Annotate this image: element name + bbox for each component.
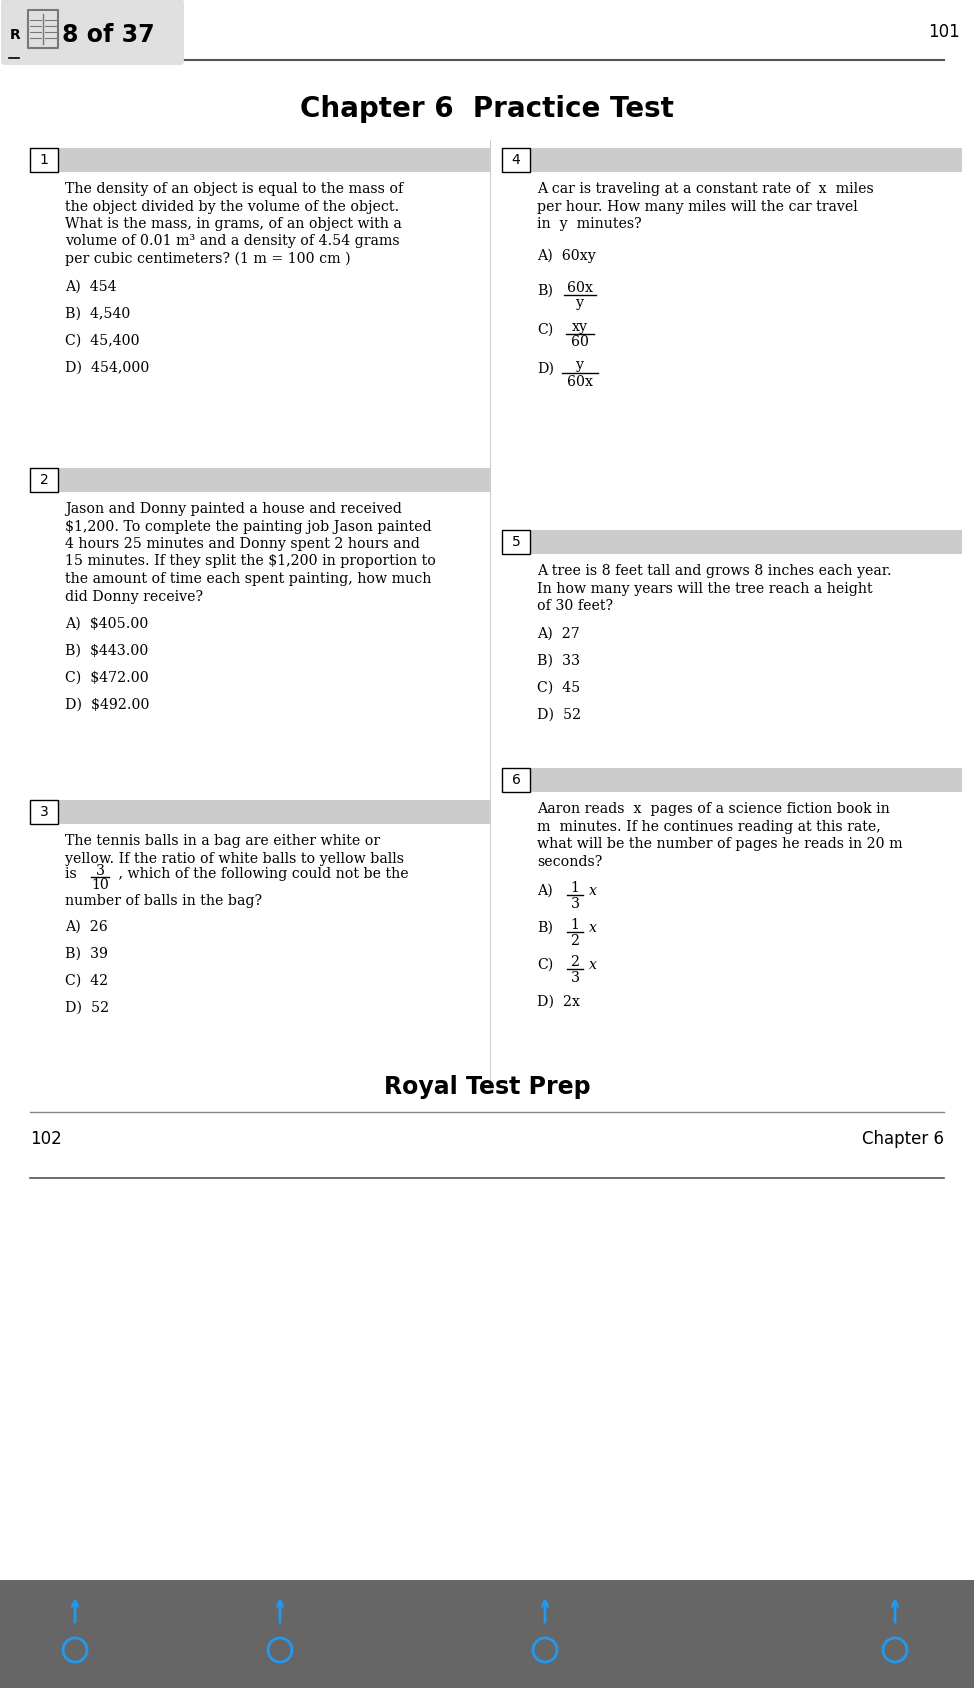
Text: the object divided by the volume of the object.: the object divided by the volume of the … — [65, 199, 399, 213]
Text: Royal Test Prep: Royal Test Prep — [384, 1075, 590, 1099]
Text: 15 minutes. If they split the $1,200 in proportion to: 15 minutes. If they split the $1,200 in … — [65, 554, 436, 569]
Text: B): B) — [537, 922, 553, 935]
Bar — [0, 1117, 974, 1183]
Text: B): B) — [537, 284, 553, 297]
Text: R: R — [10, 29, 20, 42]
Text: A)  60xy: A) 60xy — [537, 248, 596, 263]
Text: 60: 60 — [571, 336, 589, 349]
Text: the amount of time each spent painting, how much: the amount of time each spent painting, … — [65, 572, 431, 586]
FancyBboxPatch shape — [1, 0, 184, 66]
Text: B)  33: B) 33 — [537, 653, 580, 667]
Bar — [502, 768, 962, 792]
Text: C)  42: C) 42 — [65, 974, 108, 987]
Text: C): C) — [537, 959, 553, 972]
Text: A): A) — [537, 885, 553, 898]
Text: What is the mass, in grams, of an object with a: What is the mass, in grams, of an object… — [65, 218, 401, 231]
Text: 60x: 60x — [567, 280, 593, 294]
Text: 3: 3 — [571, 896, 580, 912]
Bar — [30, 149, 58, 172]
Text: x: x — [589, 922, 597, 935]
Text: xy: xy — [572, 319, 588, 334]
Text: Aaron reads  x  pages of a science fiction book in: Aaron reads x pages of a science fiction… — [537, 802, 890, 815]
Text: number of balls in the bag?: number of balls in the bag? — [65, 895, 262, 908]
Text: 3: 3 — [95, 864, 104, 878]
Text: 6: 6 — [511, 773, 520, 787]
Text: C)  45,400: C) 45,400 — [65, 334, 139, 348]
Bar — [30, 468, 490, 491]
Text: 2: 2 — [571, 955, 580, 969]
Text: per hour. How many miles will the car travel: per hour. How many miles will the car tr… — [537, 199, 858, 213]
Text: Chapter 6  Practice Test: Chapter 6 Practice Test — [300, 95, 674, 123]
Text: x: x — [589, 885, 597, 898]
Text: B)  4,540: B) 4,540 — [65, 307, 131, 321]
Text: C)  $472.00: C) $472.00 — [65, 672, 149, 685]
Text: 8 of 37: 8 of 37 — [62, 24, 155, 47]
Bar — [30, 800, 490, 824]
Text: 4: 4 — [511, 154, 520, 167]
Text: 102: 102 — [30, 1129, 61, 1148]
Text: D)  454,000: D) 454,000 — [65, 361, 149, 375]
Text: Chapter 6: Chapter 6 — [862, 1129, 944, 1148]
Text: yellow. If the ratio of white balls to yellow balls: yellow. If the ratio of white balls to y… — [65, 851, 404, 866]
Text: The tennis balls in a bag are either white or: The tennis balls in a bag are either whi… — [65, 834, 380, 847]
Text: A)  $405.00: A) $405.00 — [65, 618, 148, 631]
Text: A car is traveling at a constant rate of  x  miles: A car is traveling at a constant rate of… — [537, 182, 874, 196]
Bar — [0, 1580, 974, 1688]
Text: of 30 feet?: of 30 feet? — [537, 599, 613, 613]
Text: C)  45: C) 45 — [537, 680, 581, 694]
Bar — [502, 768, 530, 792]
Text: y: y — [576, 297, 584, 311]
Text: B)  $443.00: B) $443.00 — [65, 645, 148, 658]
Bar — [30, 149, 490, 172]
Text: 5: 5 — [511, 535, 520, 549]
Text: in  y  minutes?: in y minutes? — [537, 218, 642, 231]
Text: 1: 1 — [40, 154, 49, 167]
Text: m  minutes. If he continues reading at this rate,: m minutes. If he continues reading at th… — [537, 819, 880, 834]
Text: 3: 3 — [571, 971, 580, 986]
Text: volume of 0.01 m³ and a density of 4.54 grams: volume of 0.01 m³ and a density of 4.54 … — [65, 235, 399, 248]
Text: C): C) — [537, 322, 553, 336]
Bar — [28, 10, 58, 47]
Text: 2: 2 — [40, 473, 49, 488]
Text: did Donny receive?: did Donny receive? — [65, 589, 203, 604]
Text: Jason and Donny painted a house and received: Jason and Donny painted a house and rece… — [65, 501, 402, 517]
Bar — [502, 530, 962, 554]
Text: is: is — [65, 868, 86, 881]
Bar — [502, 530, 530, 554]
Text: x: x — [589, 959, 597, 972]
Bar — [502, 149, 962, 172]
Text: seconds?: seconds? — [537, 854, 602, 869]
Text: In how many years will the tree reach a height: In how many years will the tree reach a … — [537, 581, 873, 596]
Text: A tree is 8 feet tall and grows 8 inches each year.: A tree is 8 feet tall and grows 8 inches… — [537, 564, 891, 577]
Text: 101: 101 — [928, 24, 960, 41]
Text: D)  $492.00: D) $492.00 — [65, 699, 149, 712]
Bar — [502, 149, 530, 172]
Text: 60x: 60x — [567, 375, 593, 388]
Text: y: y — [576, 358, 584, 373]
Text: what will be the number of pages he reads in 20 m: what will be the number of pages he read… — [537, 837, 903, 851]
Text: 10: 10 — [91, 878, 109, 891]
Text: , which of the following could not be the: , which of the following could not be th… — [114, 868, 409, 881]
Text: A)  27: A) 27 — [537, 626, 580, 640]
Text: 4 hours 25 minutes and Donny spent 2 hours and: 4 hours 25 minutes and Donny spent 2 hou… — [65, 537, 420, 550]
Text: D)  2x: D) 2x — [537, 994, 580, 1009]
Bar — [30, 800, 58, 824]
Text: 2: 2 — [571, 933, 580, 949]
Text: The density of an object is equal to the mass of: The density of an object is equal to the… — [65, 182, 403, 196]
Text: 1: 1 — [571, 881, 580, 895]
Text: D)  52: D) 52 — [65, 1001, 109, 1014]
Text: A)  454: A) 454 — [65, 280, 117, 294]
Text: 1: 1 — [571, 918, 580, 932]
Text: B)  39: B) 39 — [65, 947, 108, 960]
Text: 3: 3 — [40, 805, 49, 819]
Text: D)  52: D) 52 — [537, 707, 581, 721]
Bar — [30, 468, 58, 491]
Text: A)  26: A) 26 — [65, 920, 108, 933]
Text: $1,200. To complete the painting job Jason painted: $1,200. To complete the painting job Jas… — [65, 520, 431, 533]
Text: per cubic centimeters? (1 m = 100 cm ): per cubic centimeters? (1 m = 100 cm ) — [65, 252, 351, 267]
Text: D): D) — [537, 361, 554, 375]
